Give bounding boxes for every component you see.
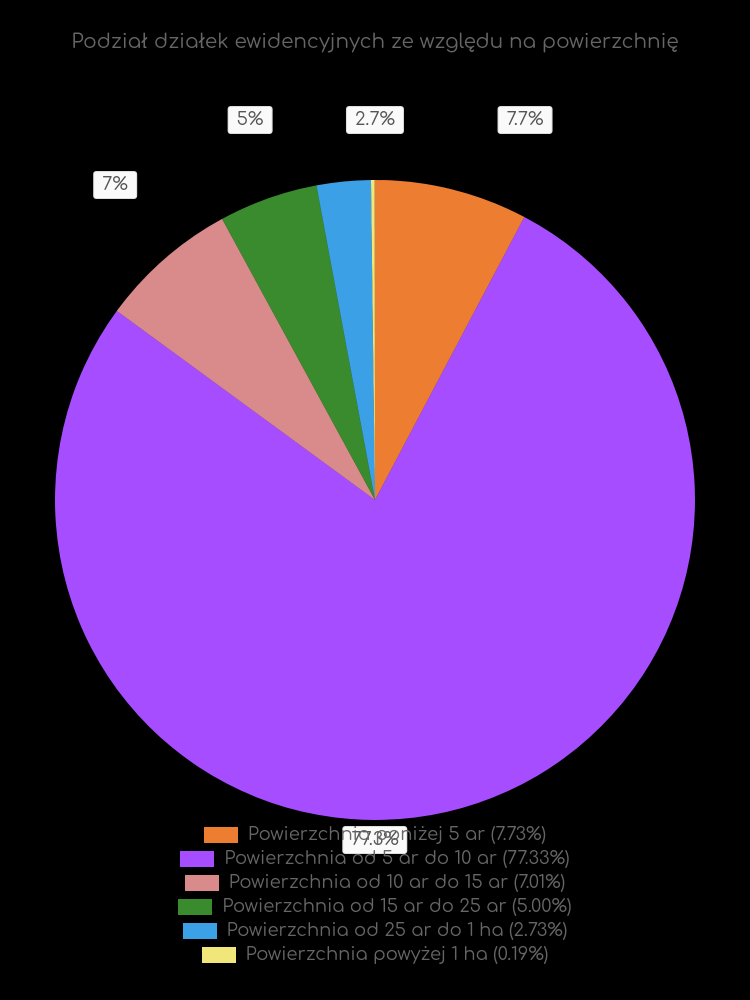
legend-label-5: Powierzchnia powyżej 1 ha (0.19%) (246, 945, 549, 965)
legend-label-3: Powierzchnia od 15 ar do 25 ar (5.00%) (222, 897, 571, 917)
legend-label-2: Powierzchnia od 10 ar do 15 ar (7.01%) (229, 873, 565, 893)
legend-swatch-1 (180, 851, 214, 867)
slice-label-0: 7.7% (498, 106, 553, 134)
legend-swatch-0 (204, 827, 238, 843)
legend-item-2: Powierzchnia od 10 ar do 15 ar (7.01%) (185, 873, 565, 893)
slice-label-3: 5% (228, 106, 273, 134)
legend-swatch-5 (202, 947, 236, 963)
pie-chart: 7.7%77.3%7%5%2.7% (55, 105, 695, 745)
slice-label-2: 7% (93, 171, 137, 199)
legend-item-0: Powierzchnia poniżej 5 ar (7.73%) (204, 825, 546, 845)
legend-item-5: Powierzchnia powyżej 1 ha (0.19%) (202, 945, 549, 965)
legend-swatch-3 (178, 899, 212, 915)
legend-swatch-4 (183, 923, 217, 939)
slice-label-4: 2.7% (346, 106, 404, 134)
legend-label-4: Powierzchnia od 25 ar do 1 ha (2.73%) (227, 921, 568, 941)
legend-item-3: Powierzchnia od 15 ar do 25 ar (5.00%) (178, 897, 571, 917)
legend-item-1: Powierzchnia od 5 ar do 10 ar (77.33%) (180, 849, 569, 869)
legend-label-0: Powierzchnia poniżej 5 ar (7.73%) (248, 825, 546, 845)
chart-title: Podział działek ewidencyjnych ze względu… (0, 30, 750, 53)
chart-frame: Podział działek ewidencyjnych ze względu… (0, 0, 750, 1000)
legend-swatch-2 (185, 875, 219, 891)
legend: Powierzchnia poniżej 5 ar (7.73%) Powierz… (0, 825, 750, 965)
legend-item-4: Powierzchnia od 25 ar do 1 ha (2.73%) (183, 921, 568, 941)
legend-label-1: Powierzchnia od 5 ar do 10 ar (77.33%) (224, 849, 569, 869)
